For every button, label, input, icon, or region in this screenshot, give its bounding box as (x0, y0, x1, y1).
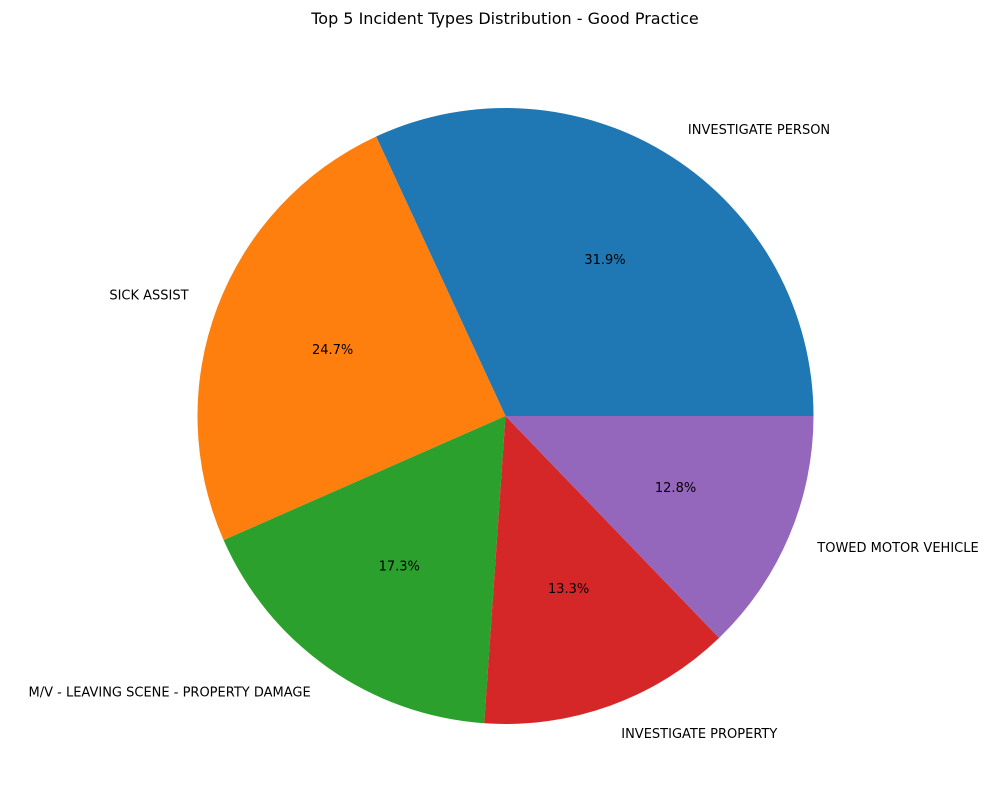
category-labels: INVESTIGATE PERSON SICK ASSIST M/V - LEAVI… (29, 123, 979, 742)
pie-slice-investigate-property (484, 416, 720, 724)
pie-slice-sick-assist (197, 136, 506, 541)
percent-label-investigate-property: 13.3% (548, 582, 589, 597)
percent-label-towed-motor-vehicle: 12.8% (655, 481, 696, 496)
percent-label-sick-assist: 24.7% (312, 343, 353, 358)
category-label-investigate-property: INVESTIGATE PROPERTY (621, 727, 777, 742)
category-label-m-v-leaving-scene-property-damage: M/V - LEAVING SCENE - PROPERTY DAMAGE (29, 686, 311, 701)
percent-labels: 31.9% 24.7% 17.3% 13.3% 12.8% (312, 253, 696, 597)
category-label-sick-assist: SICK ASSIST (109, 289, 188, 304)
category-label-investigate-person: INVESTIGATE PERSON (688, 123, 830, 138)
pie-slice-investigate-person (376, 108, 814, 416)
percent-label-investigate-person: 31.9% (584, 253, 625, 268)
pie-slice-m-v-leaving-scene-property-damage (223, 416, 506, 724)
pie-slice-towed-motor-vehicle (505, 416, 814, 638)
percent-label-m-v-leaving-scene-property-damage: 17.3% (379, 560, 420, 575)
chart-title: Top 5 Incident Types Distribution - Good… (310, 9, 699, 28)
pie-slices (197, 108, 814, 724)
category-label-towed-motor-vehicle: TOWED MOTOR VEHICLE (816, 541, 978, 556)
